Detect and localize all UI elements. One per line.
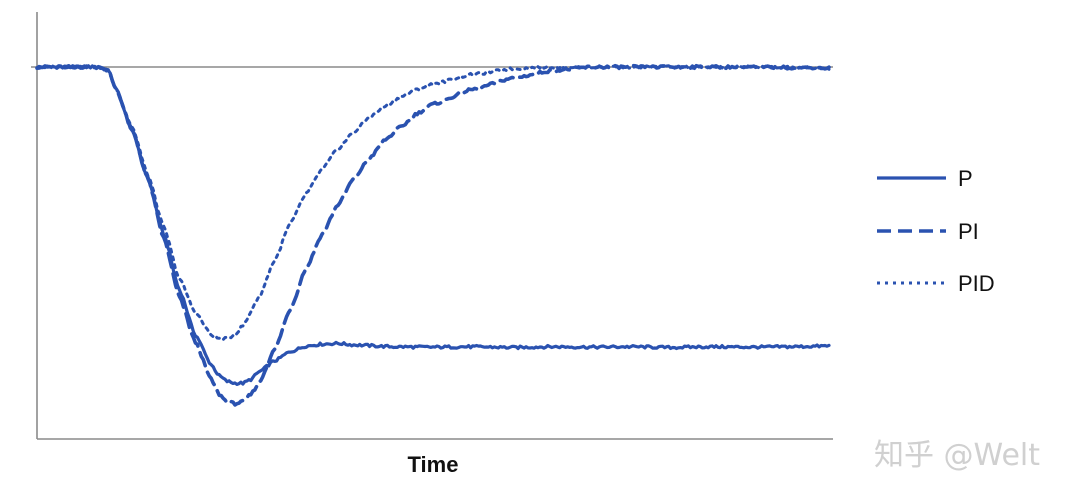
legend-label-pi: PI: [958, 219, 979, 244]
legend-label-pid: PID: [958, 271, 995, 296]
x-axis-label: Time: [408, 452, 459, 477]
legend: P PI PID: [877, 166, 995, 296]
series-line-p: [35, 64, 831, 386]
series-line-pi: [35, 63, 831, 407]
legend-label-p: P: [958, 166, 973, 191]
series-layer: [35, 63, 831, 407]
watermark-text: 知乎 @Welt: [874, 438, 1040, 473]
series-line-pid: [35, 64, 831, 342]
